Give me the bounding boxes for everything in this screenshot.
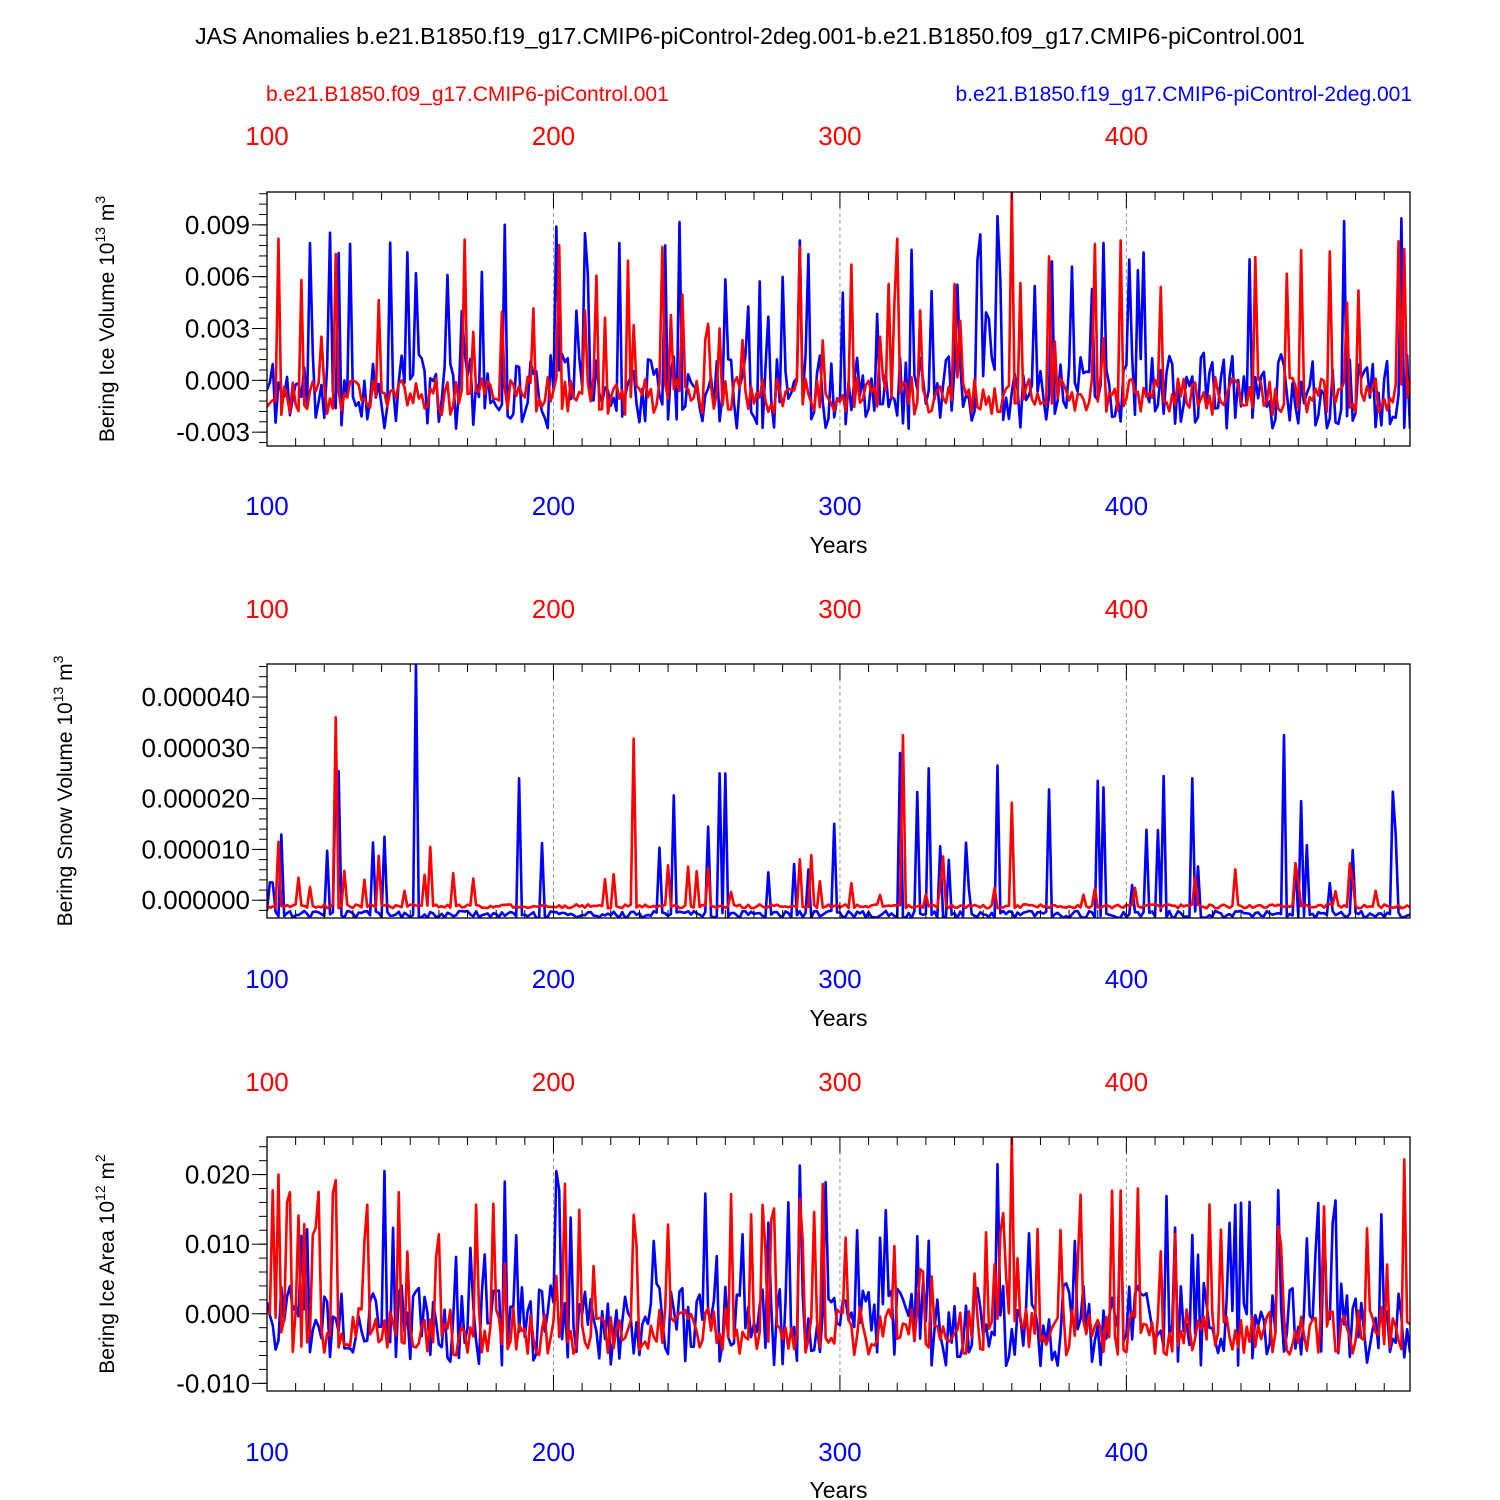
y-axis-title-unit-exp: 2 [92, 1154, 108, 1162]
x-tick-label-bottom: 300 [818, 1437, 861, 1467]
x-tick-label-top: 400 [1105, 594, 1148, 624]
y-axis-title-unit: m [96, 204, 119, 227]
series-line-red [267, 716, 1410, 910]
series-line-red [267, 192, 1410, 417]
y-tick-label: 0.010 [185, 1229, 250, 1259]
x-tick-label-top: 300 [818, 594, 861, 624]
series-line-red [267, 1137, 1410, 1357]
y-tick-label: 0.006 [185, 262, 250, 292]
x-tick-label-top: 400 [1105, 1067, 1148, 1097]
y-axis-title-unit: m [96, 1162, 119, 1185]
x-tick-label-bottom: 400 [1105, 964, 1148, 994]
y-axis-title-exp: 13 [92, 227, 108, 243]
chart-title: JAS Anomalies b.e21.B1850.f19_g17.CMIP6-… [195, 23, 1305, 49]
x-tick-label-bottom: 400 [1105, 1437, 1148, 1467]
x-tick-label-bottom: 300 [818, 964, 861, 994]
y-axis-title: Bering Ice Volume 1013 m3 [92, 196, 119, 443]
x-tick-label-bottom: 100 [245, 964, 288, 994]
y-tick-label: 0.000 [185, 365, 250, 395]
legend-blue-label: b.e21.B1850.f19_g17.CMIP6-piControl-2deg… [956, 83, 1412, 106]
x-axis-title: Years [810, 1477, 868, 1500]
x-axis-title: Years [810, 532, 868, 558]
x-tick-label-bottom: 400 [1105, 491, 1148, 521]
y-tick-label: 0.000 [185, 1299, 250, 1329]
x-tick-label-top: 200 [532, 594, 575, 624]
series-group [267, 1137, 1410, 1368]
x-tick-label-top: 100 [245, 121, 288, 151]
y-axis-title: Bering Ice Area 1012 m2 [92, 1154, 119, 1374]
x-tick-label-top: 400 [1105, 121, 1148, 151]
y-tick-label: 0.000010 [142, 834, 250, 864]
x-tick-label-top: 300 [818, 1067, 861, 1097]
y-tick-label: -0.010 [176, 1368, 250, 1398]
x-tick-label-bottom: 200 [532, 964, 575, 994]
y-tick-label: 0.003 [185, 314, 250, 344]
x-tick-label-top: 200 [532, 121, 575, 151]
x-axis-title: Years [810, 1005, 868, 1031]
y-axis-title-unit-exp: 3 [92, 196, 108, 204]
y-axis-title: Bering Snow Volume 1013 m3 [50, 655, 77, 926]
y-tick-label: 0.000030 [142, 733, 250, 763]
x-tick-label-bottom: 200 [532, 1437, 575, 1467]
series-line-blue [267, 664, 1410, 918]
x-tick-label-top: 100 [245, 594, 288, 624]
x-tick-label-top: 200 [532, 1067, 575, 1097]
y-tick-label: 0.020 [185, 1160, 250, 1190]
plot-frame [266, 663, 1411, 919]
x-tick-label-bottom: 100 [245, 491, 288, 521]
panel-3: 100 100 200 200 300 300 400 400 Years -0.010 0.000… [92, 1067, 1411, 1500]
plot-frame [266, 191, 1411, 447]
y-tick-label: -0.003 [176, 417, 250, 447]
y-axis-title-exp: 13 [50, 686, 66, 702]
x-tick-label-top: 100 [245, 1067, 288, 1097]
y-axis-title-text: Bering Ice Volume 10 [96, 243, 119, 443]
panel-2: 100 100 200 200 300 300 400 400 Years 0.000000 0.0… [50, 594, 1411, 1031]
x-tick-label-bottom: 300 [818, 491, 861, 521]
x-tick-label-bottom: 100 [245, 1437, 288, 1467]
y-tick-label: 0.000040 [142, 682, 250, 712]
x-tick-label-bottom: 200 [532, 491, 575, 521]
y-tick-label: 0.000000 [142, 885, 250, 915]
y-axis-title-text: Bering Ice Area 10 [96, 1201, 119, 1374]
y-axis-title-text: Bering Snow Volume 10 [54, 702, 77, 926]
y-tick-label: 0.000020 [142, 784, 250, 814]
series-line-blue [267, 1162, 1410, 1368]
y-axis-title-unit: m [54, 663, 77, 686]
series-group [267, 192, 1410, 430]
panels: 100 100 200 200 300 300 400 400 Years -0.003 0.000… [50, 121, 1411, 1500]
y-axis-title-exp: 12 [92, 1185, 108, 1201]
x-tick-label-top: 300 [818, 121, 861, 151]
plot-frame [266, 1136, 1411, 1392]
legend-red-label: b.e21.B1850.f09_g17.CMIP6-piControl.001 [266, 83, 669, 106]
y-tick-label: 0.009 [185, 210, 250, 240]
series-group [267, 664, 1410, 918]
panel-1: 100 100 200 200 300 300 400 400 Years -0.003 0.000… [92, 121, 1411, 558]
y-axis-title-unit-exp: 3 [50, 655, 66, 663]
